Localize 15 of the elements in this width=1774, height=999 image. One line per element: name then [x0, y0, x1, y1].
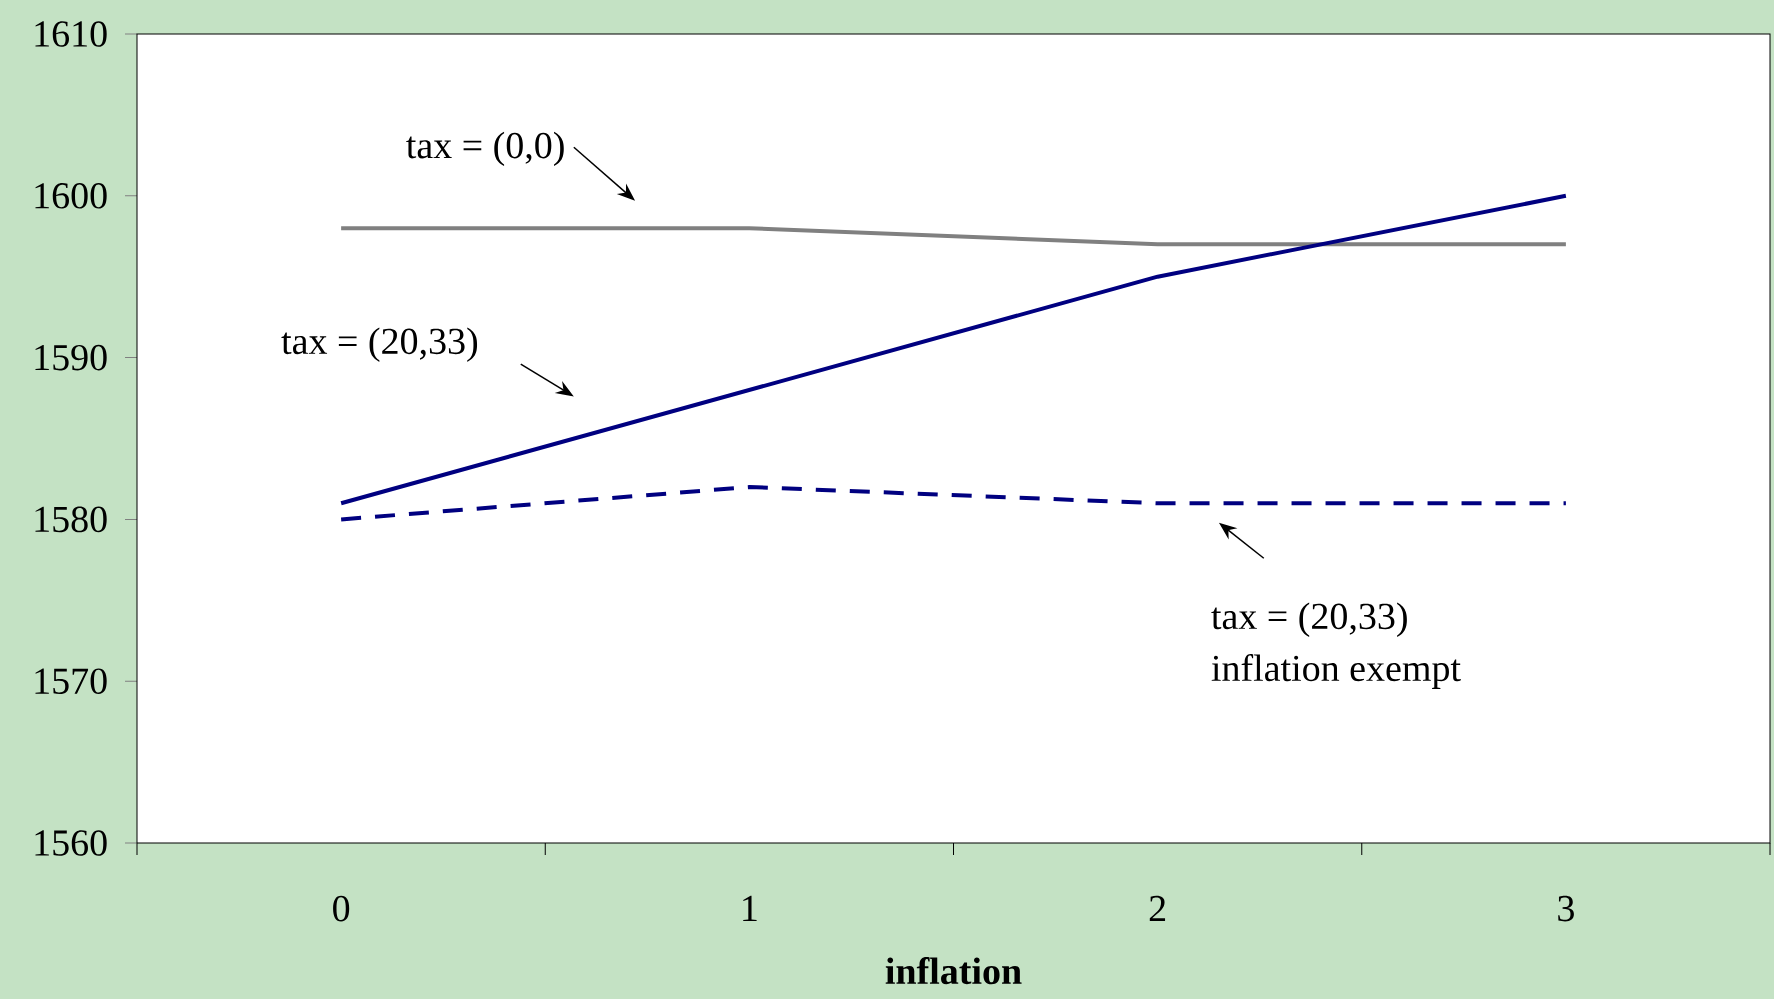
annotation: tax = (0,0) [406, 131, 564, 167]
x-tick-label: 0 [333, 895, 350, 922]
x-axis-title: inflation [885, 957, 1022, 985]
x-tick-label: 2 [1149, 895, 1166, 922]
y-tick-label: 1570 [35, 668, 107, 695]
y-tick-label: 1560 [35, 830, 107, 856]
y-tick-label: 1610 [35, 21, 107, 47]
y-tick-label: 1590 [35, 344, 107, 371]
y-tick-label: 1600 [35, 182, 107, 209]
annotation: inflation exempt [1211, 654, 1461, 689]
x-tick-label: 1 [743, 895, 757, 921]
annotation: tax = (20,33) [281, 327, 478, 362]
x-tick-label: 3 [1558, 895, 1574, 922]
annotation: tax = (20,33) [1211, 602, 1407, 637]
y-tick-label: 1580 [35, 506, 107, 533]
